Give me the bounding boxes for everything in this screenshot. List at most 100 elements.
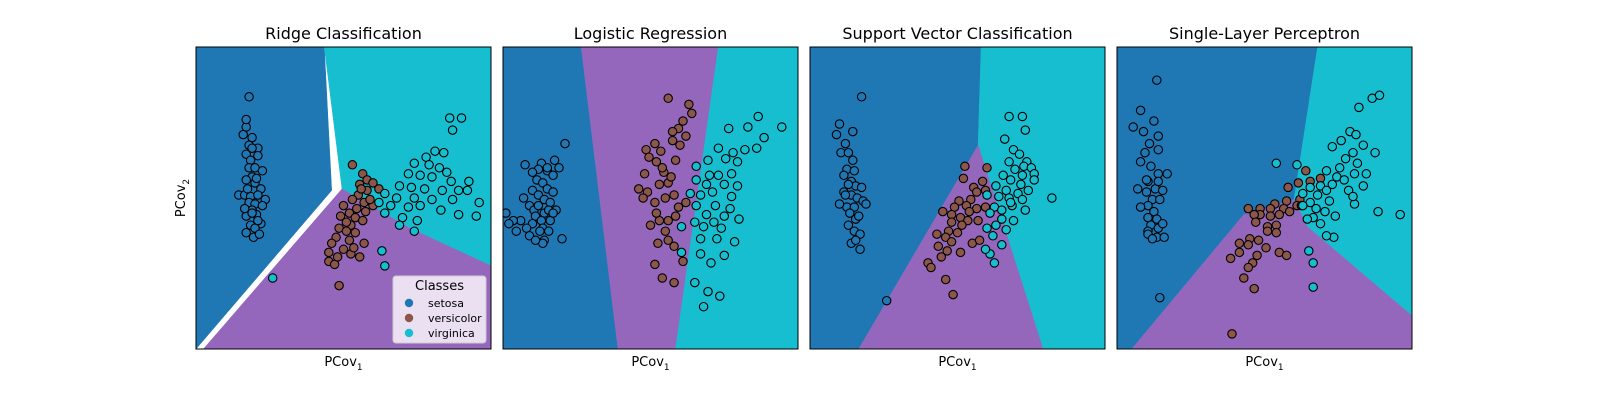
point-setosa xyxy=(503,208,511,218)
point-setosa xyxy=(1155,292,1165,303)
point-versicolor xyxy=(681,131,691,141)
point-versicolor xyxy=(341,226,352,236)
point-virginica xyxy=(729,237,740,247)
point-virginica xyxy=(719,250,730,261)
point-virginica xyxy=(1010,164,1020,175)
point-setosa xyxy=(241,175,251,185)
point-virginica xyxy=(1330,211,1341,221)
point-versicolor xyxy=(1271,227,1282,238)
point-setosa xyxy=(253,215,263,226)
point-versicolor xyxy=(678,116,688,126)
point-versicolor xyxy=(1265,211,1276,221)
point-virginica xyxy=(726,169,737,179)
point-virginica xyxy=(1298,188,1308,199)
point-setosa xyxy=(1140,147,1150,158)
point-versicolor xyxy=(955,247,966,258)
point-virginica xyxy=(1324,196,1335,206)
point-virginica xyxy=(691,175,701,185)
point-virginica xyxy=(698,221,709,232)
point-virginica xyxy=(415,170,425,181)
point-virginica xyxy=(1312,190,1323,200)
point-versicolor xyxy=(933,241,944,252)
point-virginica xyxy=(676,247,687,258)
point-versicolor xyxy=(644,152,654,162)
point-versicolor xyxy=(964,206,975,217)
point-virginica xyxy=(453,185,464,196)
point-setosa xyxy=(845,208,855,218)
point-virginica xyxy=(1340,153,1351,164)
point-virginica xyxy=(1004,157,1014,167)
point-versicolor xyxy=(1301,166,1311,176)
point-versicolor xyxy=(973,215,983,226)
point-virginica xyxy=(1315,218,1326,229)
panel-title: Logistic Regression xyxy=(574,24,727,43)
point-virginica xyxy=(997,205,1007,215)
point-versicolor xyxy=(669,190,679,200)
point-versicolor xyxy=(344,235,355,246)
point-virginica xyxy=(464,176,474,187)
point-setosa xyxy=(242,184,253,194)
point-versicolor xyxy=(670,211,681,221)
point-virginica xyxy=(439,147,449,158)
point-virginica xyxy=(691,161,701,172)
point-versicolor xyxy=(952,227,963,238)
point-versicolor xyxy=(673,202,684,212)
point-versicolor xyxy=(958,173,969,184)
point-virginica xyxy=(1029,175,1039,185)
point-virginica xyxy=(726,191,737,202)
point-versicolor xyxy=(645,220,656,230)
point-versicolor xyxy=(666,172,676,182)
point-virginica xyxy=(723,123,734,134)
point-versicolor xyxy=(657,163,668,173)
point-virginica xyxy=(1292,160,1302,170)
point-versicolor xyxy=(663,215,673,226)
point-setosa xyxy=(530,235,541,246)
point-virginica xyxy=(394,220,405,230)
point-versicolor xyxy=(926,262,936,273)
legend: Classes setosa versicolor virginica xyxy=(392,275,487,344)
point-virginica xyxy=(1005,197,1016,208)
point-versicolor xyxy=(678,256,688,267)
point-virginica xyxy=(1020,205,1031,215)
point-virginica xyxy=(740,144,750,155)
point-virginica xyxy=(412,215,423,226)
point-setosa xyxy=(1146,161,1156,172)
point-versicolor xyxy=(663,93,673,104)
point-versicolor xyxy=(657,273,668,283)
point-versicolor xyxy=(681,197,691,208)
region-virginica xyxy=(675,47,798,349)
x-axis-label: PCov1 xyxy=(1245,355,1283,373)
point-virginica xyxy=(380,208,390,218)
point-virginica xyxy=(462,185,473,196)
point-virginica xyxy=(706,258,716,268)
point-virginica xyxy=(1304,246,1314,256)
point-versicolor xyxy=(633,184,644,194)
point-virginica xyxy=(690,277,700,288)
point-virginica xyxy=(1008,215,1019,226)
point-setosa xyxy=(245,155,256,166)
point-setosa xyxy=(840,190,851,200)
point-versicolor xyxy=(946,237,957,247)
point-virginica xyxy=(1373,206,1383,217)
point-setosa xyxy=(843,147,854,158)
point-virginica xyxy=(374,197,384,208)
point-virginica xyxy=(437,185,448,196)
point-virginica xyxy=(446,176,456,187)
panel-3: Support Vector Classification PCov1 xyxy=(809,24,1106,373)
point-setosa xyxy=(518,193,529,203)
point-versicolor xyxy=(1274,209,1285,220)
panel-2: Logistic Regression PCov1 xyxy=(502,24,799,373)
point-versicolor xyxy=(354,252,365,262)
point-versicolor xyxy=(1262,226,1273,236)
point-versicolor xyxy=(974,235,985,246)
point-versicolor xyxy=(660,193,671,203)
point-virginica xyxy=(695,234,706,244)
point-virginica xyxy=(380,188,390,199)
point-virginica xyxy=(1349,199,1360,209)
decision-regions xyxy=(810,47,1105,349)
point-versicolor xyxy=(1243,262,1254,273)
point-versicolor xyxy=(1293,178,1304,188)
point-setosa xyxy=(1135,157,1146,167)
point-setosa xyxy=(1135,202,1146,212)
